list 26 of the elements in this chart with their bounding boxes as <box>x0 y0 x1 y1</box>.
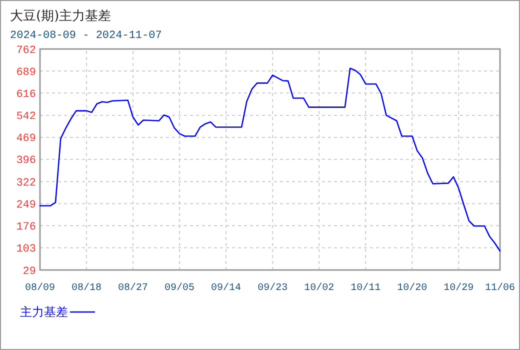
y-tick-label: 762 <box>16 44 36 57</box>
y-tick-label: 689 <box>16 66 36 79</box>
line-series <box>39 68 501 252</box>
x-tick-label: 10/02 <box>304 282 334 294</box>
y-tick-label: 542 <box>16 111 36 124</box>
x-tick-label: 09/05 <box>164 282 195 294</box>
x-tick-label: 09/14 <box>211 282 242 294</box>
y-tick-label: 249 <box>16 200 36 212</box>
x-tick-label: 10/20 <box>397 282 428 294</box>
x-tick-label: 08/27 <box>118 282 148 294</box>
chart-subtitle: 2024-08-09 - 2024-11-07 <box>10 30 162 42</box>
x-tick-label: 10/11 <box>350 282 381 294</box>
y-tick-label: 396 <box>16 155 36 168</box>
y-tick-label: 616 <box>16 88 36 101</box>
y-tick-label: 103 <box>16 244 36 256</box>
chart-title: 大豆(期)主力基差 <box>10 8 112 24</box>
y-tick-label: 29 <box>22 266 36 278</box>
y-tick-label: 469 <box>16 133 36 146</box>
x-tick-label: 11/06 <box>484 282 516 294</box>
x-tick-label: 09/23 <box>258 282 288 294</box>
x-tick-label: 10/29 <box>444 282 474 294</box>
x-tick-label: 08/18 <box>72 282 102 294</box>
y-tick-label: 176 <box>16 222 36 234</box>
y-tick-label: 322 <box>16 178 36 190</box>
x-tick-label: 08/09 <box>24 282 56 294</box>
legend-label: 主力基差 <box>20 305 68 319</box>
